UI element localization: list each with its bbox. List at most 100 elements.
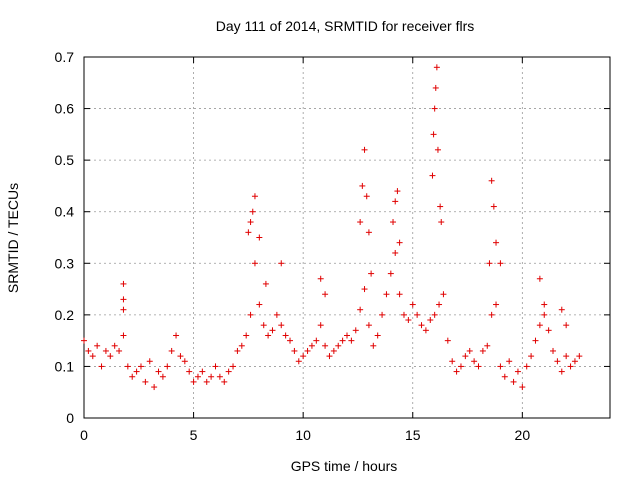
data-point — [133, 368, 140, 375]
y-tick-label: 0.4 — [55, 204, 75, 220]
data-point — [85, 347, 92, 354]
y-axis-label: SRMTID / TECUs — [5, 183, 21, 293]
axis-ticks: 0 5 10 15 20 0 0.1 0.2 0.3 0.4 0.5 0.6 0.7 — [55, 49, 610, 443]
data-point — [558, 368, 565, 375]
data-point — [120, 332, 127, 339]
data-point — [427, 317, 434, 324]
data-point — [256, 234, 263, 241]
data-point — [383, 291, 390, 298]
data-point — [245, 229, 252, 236]
data-point — [94, 342, 101, 349]
data-point — [164, 363, 171, 370]
data-point — [394, 188, 401, 195]
data-point — [313, 337, 320, 344]
data-point — [437, 203, 444, 210]
data-point — [335, 342, 342, 349]
y-tick-label: 0.7 — [55, 49, 75, 65]
data-point — [348, 337, 355, 344]
data-point — [247, 219, 254, 226]
data-point — [352, 327, 359, 334]
data-point — [359, 182, 366, 189]
data-point — [541, 311, 548, 318]
data-point — [230, 363, 237, 370]
data-point — [120, 306, 127, 313]
data-point — [396, 239, 403, 246]
data-point — [550, 347, 557, 354]
data-point — [181, 358, 188, 365]
data-point — [216, 373, 223, 380]
data-point — [322, 342, 329, 349]
data-point — [497, 363, 504, 370]
x-tick-label: 0 — [80, 427, 88, 443]
data-point — [221, 378, 228, 385]
data-point — [434, 146, 441, 153]
data-point — [390, 219, 397, 226]
data-point — [409, 301, 416, 308]
data-point — [238, 342, 245, 349]
data-point — [433, 64, 440, 71]
data-point — [225, 368, 232, 375]
data-point — [339, 337, 346, 344]
data-point — [124, 363, 131, 370]
data-point — [571, 358, 578, 365]
data-point — [488, 177, 495, 184]
data-point — [374, 332, 381, 339]
data-point — [190, 378, 197, 385]
y-tick-label: 0 — [66, 410, 74, 426]
data-point — [137, 363, 144, 370]
data-point — [436, 301, 443, 308]
data-point — [510, 378, 517, 385]
data-point — [361, 146, 368, 153]
data-point — [432, 84, 439, 91]
data-point — [262, 280, 269, 287]
data-point — [528, 353, 535, 360]
data-point — [576, 353, 583, 360]
data-point — [107, 353, 114, 360]
y-tick-label: 0.3 — [55, 255, 75, 271]
data-point — [287, 337, 294, 344]
data-point — [466, 347, 473, 354]
data-point — [400, 311, 407, 318]
data-point — [322, 291, 329, 298]
y-tick-label: 0.5 — [55, 152, 75, 168]
data-point — [247, 311, 254, 318]
data-point — [462, 353, 469, 360]
data-point — [563, 322, 570, 329]
data-point — [273, 311, 280, 318]
data-point — [186, 368, 193, 375]
data-point — [177, 353, 184, 360]
data-point — [536, 322, 543, 329]
data-point — [120, 296, 127, 303]
y-tick-label: 0.1 — [55, 358, 75, 374]
data-point — [146, 358, 153, 365]
data-point — [493, 301, 500, 308]
data-point — [269, 327, 276, 334]
data-point — [194, 373, 201, 380]
data-point — [234, 347, 241, 354]
data-point — [479, 347, 486, 354]
data-point — [81, 337, 87, 344]
data-point — [317, 322, 324, 329]
data-point — [453, 368, 460, 375]
data-point — [129, 373, 136, 380]
data-point — [265, 332, 272, 339]
data-point — [199, 368, 206, 375]
data-point — [431, 311, 438, 318]
grid-lines — [84, 57, 610, 418]
data-point — [173, 332, 180, 339]
data-point — [379, 311, 386, 318]
data-point — [422, 327, 429, 334]
data-point — [295, 358, 302, 365]
data-point — [405, 317, 412, 324]
data-point — [506, 358, 513, 365]
data-point — [243, 332, 250, 339]
data-point — [308, 342, 315, 349]
data-point — [536, 275, 543, 282]
data-point — [168, 347, 175, 354]
data-point — [497, 260, 504, 267]
data-point — [111, 342, 118, 349]
data-point — [430, 131, 437, 138]
data-point — [449, 358, 456, 365]
data-point — [249, 208, 256, 215]
data-point — [488, 311, 495, 318]
